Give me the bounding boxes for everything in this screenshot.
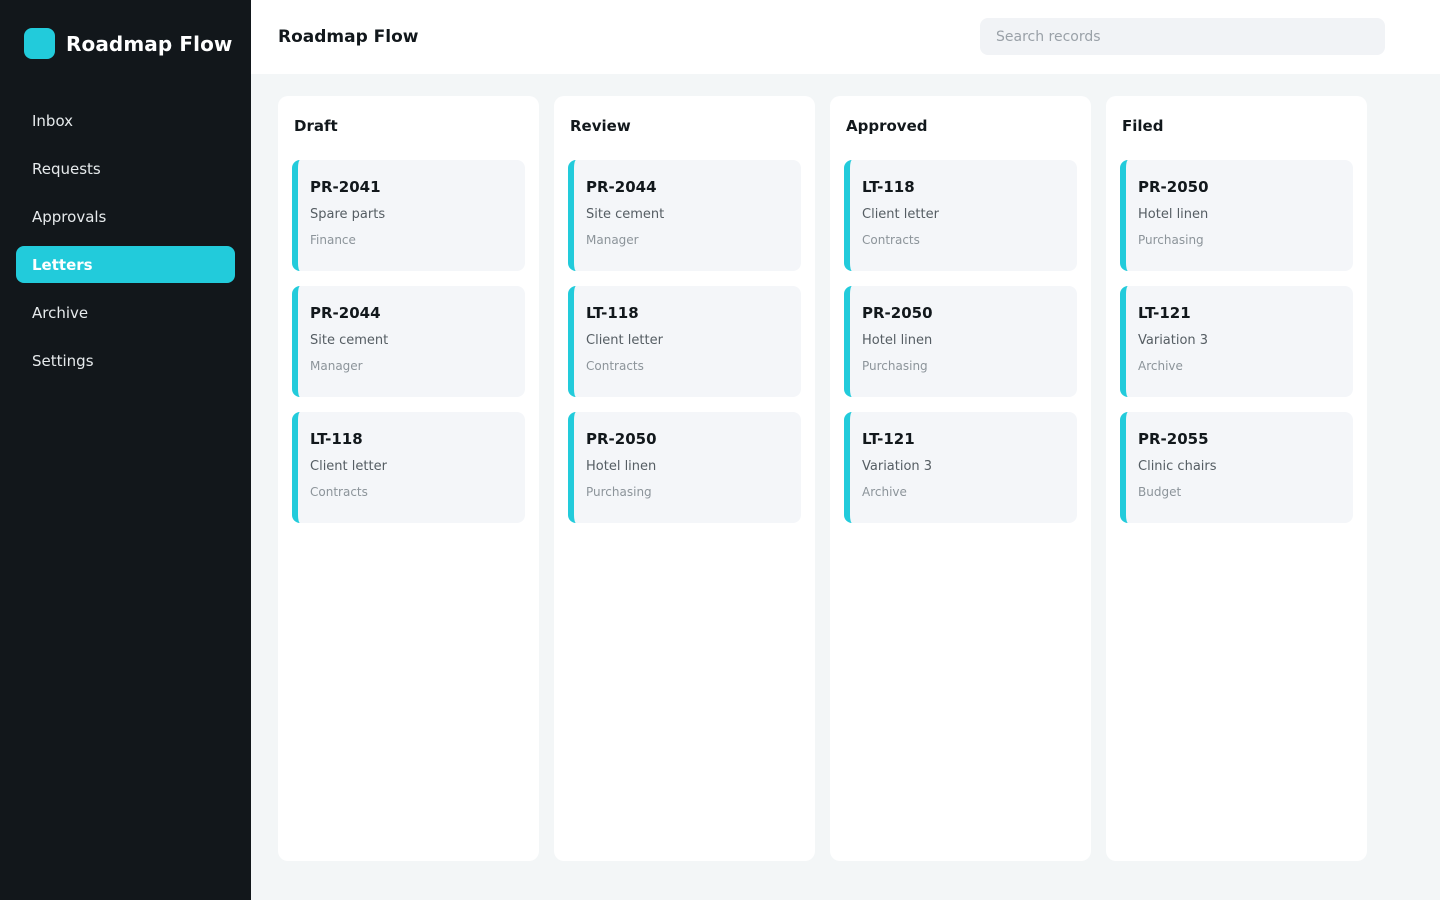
column-approved: Approved LT-118 Client letter Contracts … xyxy=(830,96,1091,861)
card-meta: Archive xyxy=(1138,359,1183,373)
card-id: LT-118 xyxy=(586,304,639,322)
sidebar-item-requests[interactable]: Requests xyxy=(32,159,101,178)
card[interactable]: PR-2055 Clinic chairs Budget xyxy=(1120,412,1353,523)
page-title: Roadmap Flow xyxy=(278,27,419,47)
app-name: Roadmap Flow xyxy=(66,31,233,56)
card[interactable]: LT-121 Variation 3 Archive xyxy=(844,412,1077,523)
sidebar-item-archive[interactable]: Archive xyxy=(32,303,89,322)
card-title: Hotel linen xyxy=(586,459,657,474)
card-title: Variation 3 xyxy=(1138,333,1209,348)
card-title: Site cement xyxy=(586,207,665,222)
column-filed: Filed PR-2050 Hotel linen Purchasing LT-… xyxy=(1106,96,1367,861)
card-id: PR-2050 xyxy=(1138,178,1209,196)
sidebar-item-settings[interactable]: Settings xyxy=(32,351,94,370)
card-id: LT-118 xyxy=(310,430,363,448)
card-meta: Budget xyxy=(1138,485,1182,499)
card[interactable]: PR-2050 Hotel linen Purchasing xyxy=(568,412,801,523)
card-meta: Manager xyxy=(310,359,363,373)
column-title: Filed xyxy=(1122,117,1164,135)
card[interactable]: LT-118 Client letter Contracts xyxy=(568,286,801,397)
card-meta: Contracts xyxy=(586,359,644,373)
card-title: Site cement xyxy=(310,333,389,348)
card-id: PR-2044 xyxy=(586,178,657,196)
card[interactable]: LT-118 Client letter Contracts xyxy=(292,412,525,523)
card-title: Client letter xyxy=(310,459,387,474)
brand[interactable]: Roadmap Flow xyxy=(24,28,233,59)
card-id: PR-2041 xyxy=(310,178,381,196)
card-meta: Contracts xyxy=(310,485,368,499)
card-id: LT-118 xyxy=(862,178,915,196)
card[interactable]: PR-2041 Spare parts Finance xyxy=(292,160,525,271)
card[interactable]: LT-118 Client letter Contracts xyxy=(844,160,1077,271)
sidebar-item-letters[interactable]: Letters xyxy=(16,246,235,283)
card-id: LT-121 xyxy=(1138,304,1191,322)
card-meta: Manager xyxy=(586,233,639,247)
card[interactable]: PR-2044 Site cement Manager xyxy=(292,286,525,397)
card[interactable]: PR-2050 Hotel linen Purchasing xyxy=(844,286,1077,397)
column-title: Approved xyxy=(846,117,928,135)
card-title: Spare parts xyxy=(310,207,386,222)
card-id: PR-2050 xyxy=(586,430,657,448)
top-header: Roadmap Flow xyxy=(251,0,1440,74)
sidebar-item-inbox[interactable]: Inbox xyxy=(32,111,74,130)
card-meta: Purchasing xyxy=(862,359,928,373)
column-title: Draft xyxy=(294,117,338,135)
card-meta: Purchasing xyxy=(586,485,652,499)
card-id: PR-2044 xyxy=(310,304,381,322)
card-meta: Archive xyxy=(862,485,907,499)
sidebar: Roadmap Flow Inbox Requests Approvals Le… xyxy=(0,0,251,900)
card-id: PR-2050 xyxy=(862,304,933,322)
card-title: Variation 3 xyxy=(862,459,933,474)
card[interactable]: PR-2044 Site cement Manager xyxy=(568,160,801,271)
sidebar-nav: Inbox Requests Approvals Letters Archive… xyxy=(16,102,235,390)
column-title: Review xyxy=(570,117,631,135)
card-title: Client letter xyxy=(862,207,939,222)
card-meta: Purchasing xyxy=(1138,233,1204,247)
card-id: LT-121 xyxy=(862,430,915,448)
card-title: Hotel linen xyxy=(862,333,933,348)
card-title: Client letter xyxy=(586,333,663,348)
app-logo-icon xyxy=(24,28,55,59)
sidebar-item-approvals[interactable]: Approvals xyxy=(32,207,107,226)
card-meta: Finance xyxy=(310,233,356,247)
search-input[interactable] xyxy=(980,18,1385,55)
card-title: Clinic chairs xyxy=(1138,459,1217,474)
card-id: PR-2055 xyxy=(1138,430,1209,448)
card[interactable]: LT-121 Variation 3 Archive xyxy=(1120,286,1353,397)
card[interactable]: PR-2050 Hotel linen Purchasing xyxy=(1120,160,1353,271)
card-meta: Contracts xyxy=(862,233,920,247)
column-draft: Draft PR-2041 Spare parts Finance PR-204… xyxy=(278,96,539,861)
card-title: Hotel linen xyxy=(1138,207,1209,222)
column-review: Review PR-2044 Site cement Manager LT-11… xyxy=(554,96,815,861)
